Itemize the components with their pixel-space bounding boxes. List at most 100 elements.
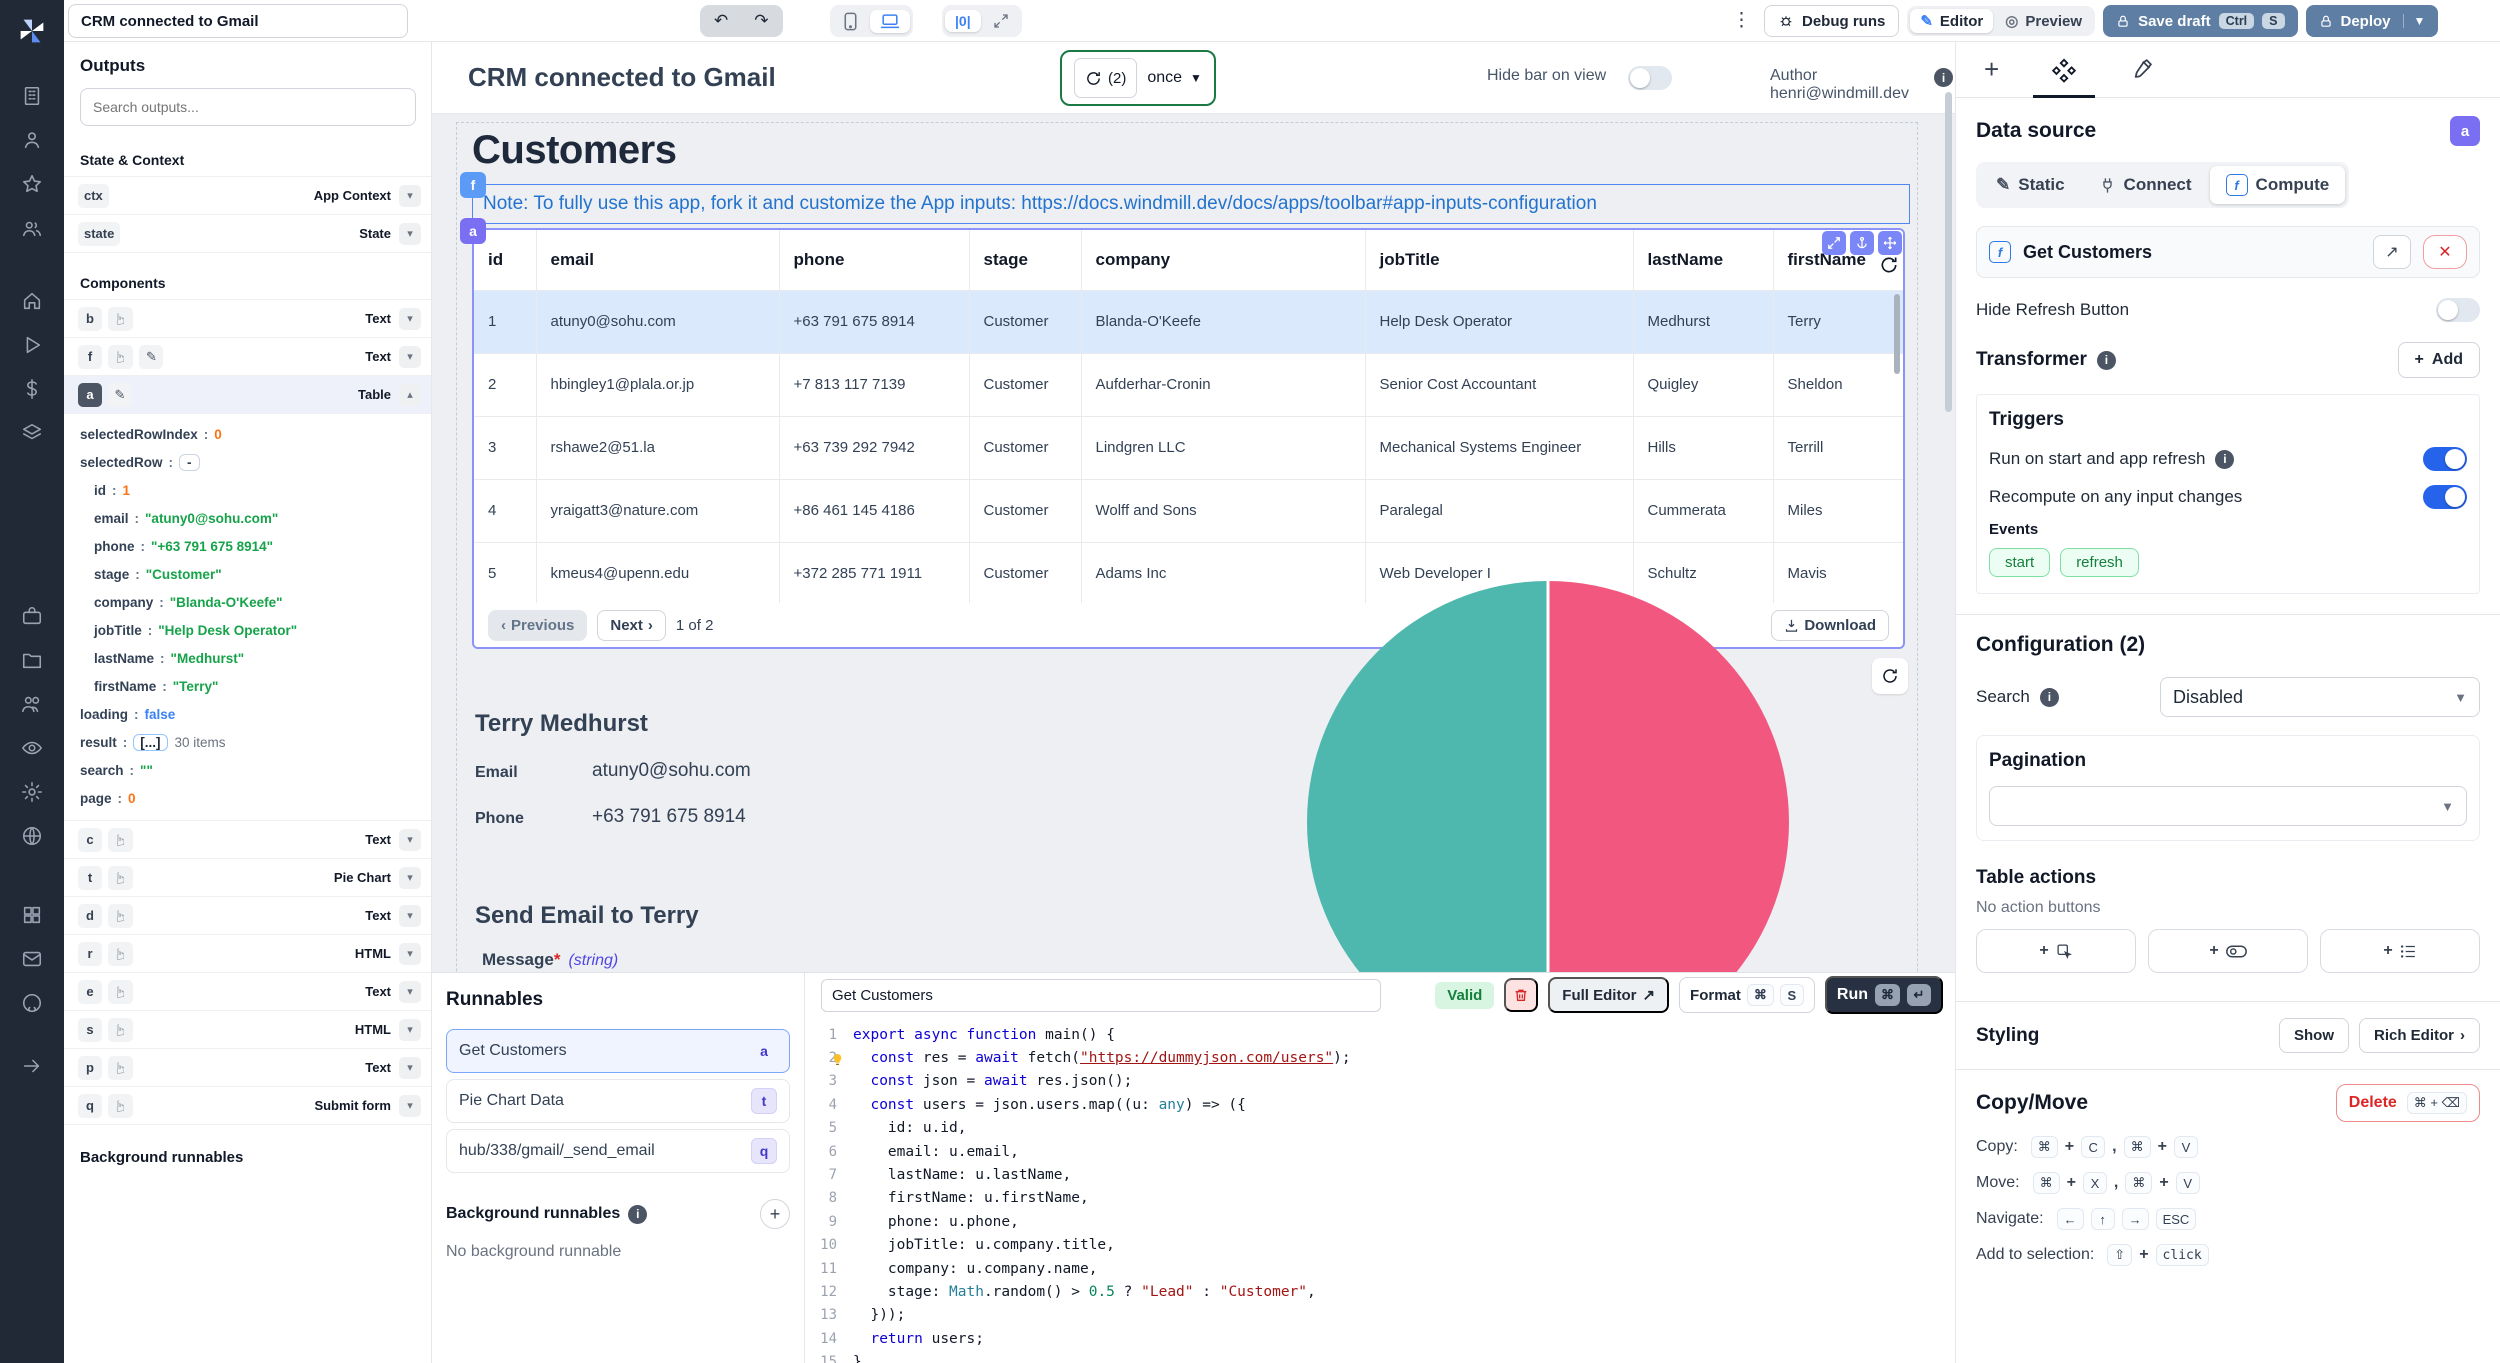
frequency-select[interactable]: once ▼ [1147, 69, 1202, 86]
previous-page-button[interactable]: ‹ Previous [488, 609, 588, 641]
refresh-count-chip[interactable]: (2) [1074, 58, 1138, 98]
json-row-email[interactable]: email: "atuny0@sohu.com" [94, 510, 279, 526]
insert-tab-plus-icon[interactable]: + [1984, 54, 2000, 84]
script-name-input[interactable] [821, 978, 1381, 1012]
chevron-down-icon[interactable]: ▾ [399, 1018, 421, 1041]
chevron-down-icon[interactable]: ▾ [399, 1056, 421, 1079]
kebab-menu-icon[interactable]: ⋮ [1732, 10, 1751, 31]
json-row-jobTitle[interactable]: jobTitle: "Help Desk Operator" [94, 622, 298, 638]
component-row-p[interactable]: p ☞ Text ▾ [64, 1049, 431, 1087]
column-header-company[interactable]: company [1081, 230, 1366, 291]
note-text-component[interactable]: Note: To fully use this app, fork it and… [472, 184, 1910, 224]
eye-icon[interactable] [21, 737, 43, 759]
refresh-control[interactable]: (2) once ▼ [1060, 50, 1216, 106]
runnable-item[interactable]: Pie Chart Data t [446, 1079, 790, 1123]
mode-connect[interactable]: Connect [2083, 166, 2208, 204]
debug-runs-button[interactable]: Debug runs [1764, 5, 1900, 37]
runnable-item[interactable]: hub/338/gmail/_send_email q [446, 1129, 790, 1173]
redo-icon[interactable]: ↷ [754, 11, 769, 30]
json-row-page[interactable]: page:0 [80, 790, 136, 806]
settings-tab-components-icon[interactable] [2033, 42, 2096, 98]
add-button-action[interactable]: + [1976, 929, 2136, 973]
chevron-down-icon[interactable]: ▾ [399, 345, 421, 368]
recompute-toggle[interactable] [2423, 485, 2467, 509]
add-select-action[interactable]: + [2320, 929, 2480, 973]
json-row-lastName[interactable]: lastName: "Medhurst" [94, 650, 245, 666]
info-icon[interactable]: i [2096, 350, 2116, 370]
json-row-firstName[interactable]: firstName: "Terry" [94, 678, 219, 694]
chevron-down-icon[interactable]: ▾ [399, 307, 421, 330]
json-row-selectedRow[interactable]: selectedRow: - [80, 448, 421, 476]
mode-compute[interactable]: f Compute [2209, 166, 2346, 204]
json-row-id[interactable]: id:1 [94, 482, 131, 498]
mobile-icon[interactable] [833, 9, 868, 34]
json-row-company[interactable]: company: "Blanda-O'Keefe" [94, 594, 283, 610]
users-icon[interactable] [21, 217, 43, 239]
deploy-button[interactable]: Deploy ▼ [2305, 5, 2439, 37]
table-row[interactable]: 3 rshawe2@51.la +63 739 292 7942 Customer Li… [474, 416, 1903, 480]
component-badge-a[interactable]: a [460, 218, 486, 244]
delete-script-button[interactable] [1504, 978, 1539, 1012]
save-draft-button[interactable]: Save draft Ctrl S [2103, 5, 2298, 37]
layers-icon[interactable] [21, 422, 43, 444]
add-background-runnable-button[interactable]: + [760, 1199, 790, 1229]
run-button[interactable]: Run ⌘ ↵ [1824, 976, 1943, 1014]
play-icon[interactable] [21, 334, 43, 356]
styling-tab-brush-icon[interactable] [2129, 42, 2154, 98]
table-scrollbar[interactable] [1894, 294, 1900, 374]
column-header-jobTitle[interactable]: jobTitle [1365, 230, 1634, 291]
chevron-down-icon[interactable]: ▾ [399, 828, 421, 851]
mode-static[interactable]: ✎ Static [1996, 175, 2065, 194]
column-header-stage[interactable]: stage [969, 230, 1082, 291]
table-row[interactable]: 4 yraigatt3@nature.com +86 461 145 4186 Cus… [474, 479, 1903, 543]
full-editor-button[interactable]: Full Editor ↗ [1548, 977, 1670, 1013]
output-row-ctx[interactable]: ctx App Context ▾ [64, 177, 431, 215]
chevron-down-icon[interactable]: ▾ [399, 1094, 421, 1117]
component-row-f[interactable]: f ☞ ✎ Text ▾ [64, 338, 431, 376]
table-row[interactable]: 1 atuny0@sohu.com +63 791 675 8914 Customer… [474, 290, 1903, 354]
component-row-a[interactable]: a ✎ Table ▴ [64, 376, 431, 414]
star-icon[interactable] [21, 173, 43, 195]
rich-editor-button[interactable]: Rich Editor › [2358, 1018, 2480, 1053]
table-row[interactable]: 5 kmeus4@upenn.edu +372 285 771 1911 Custom… [474, 542, 1903, 606]
team-icon[interactable] [21, 693, 43, 715]
component-row-b[interactable]: b ☞ Text ▾ [64, 300, 431, 338]
component-row-q[interactable]: q ☞ Submit form ▾ [64, 1087, 431, 1125]
search-outputs-input[interactable] [80, 88, 416, 126]
json-row-selectedRowIndex[interactable]: selectedRowIndex:0 [80, 426, 222, 442]
dollar-icon[interactable] [21, 378, 43, 400]
output-row-state[interactable]: state State ▾ [64, 215, 431, 253]
info-icon[interactable]: i [1934, 68, 1953, 87]
component-row-t[interactable]: t ☞ Pie Chart ▾ [64, 859, 431, 897]
component-badge-f[interactable]: f [460, 172, 486, 198]
table-refresh-icon[interactable] [1879, 255, 1899, 275]
anchor-handle-icon[interactable] [1850, 231, 1874, 255]
globe-icon[interactable] [21, 825, 43, 847]
column-header-phone[interactable]: phone [779, 230, 970, 291]
gear-icon[interactable] [21, 781, 43, 803]
add-toggle-action[interactable]: + [2148, 929, 2308, 973]
expand-icon[interactable] [983, 10, 1019, 32]
component-row-d[interactable]: d ☞ Text ▾ [64, 897, 431, 935]
grid-icon[interactable] [21, 904, 43, 926]
chevron-down-icon[interactable]: ▾ [399, 942, 421, 965]
info-icon[interactable]: i [2215, 449, 2235, 469]
expand-handle-icon[interactable] [1822, 231, 1846, 255]
briefcase-icon[interactable] [21, 605, 43, 627]
info-icon[interactable]: i [2039, 687, 2059, 707]
add-transformer-button[interactable]: + Add [2397, 342, 2480, 378]
component-row-e[interactable]: e ☞ Text ▾ [64, 973, 431, 1011]
json-row-search[interactable]: search: "" [80, 762, 153, 778]
building-icon[interactable] [21, 85, 43, 107]
code-editor[interactable]: 1 export async function main() {2 const r… [805, 1017, 1947, 1363]
center-layout-icon[interactable]: |0| [945, 10, 981, 32]
chevron-up-icon[interactable]: ▴ [399, 383, 421, 406]
hide-bar-toggle[interactable] [1628, 66, 1672, 90]
canvas-scrollbar[interactable] [1945, 92, 1952, 412]
mail-icon[interactable] [21, 948, 43, 970]
next-page-button[interactable]: Next › [597, 609, 666, 641]
json-row-stage[interactable]: stage: "Customer" [94, 566, 222, 582]
windmill-logo-icon[interactable] [15, 14, 49, 48]
preview-tab[interactable]: ◎ Preview [2005, 12, 2083, 31]
home-icon[interactable] [21, 290, 43, 312]
